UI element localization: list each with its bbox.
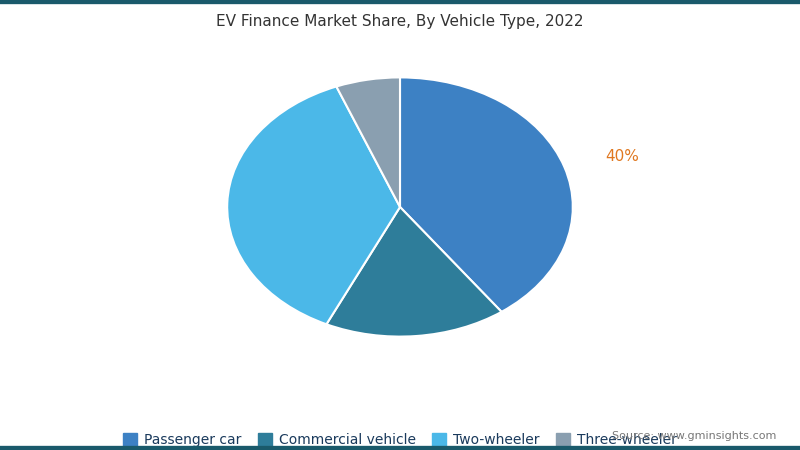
Wedge shape <box>336 77 400 207</box>
Text: 40%: 40% <box>606 149 639 164</box>
Legend: Passenger car, Commercial vehicle, Two-wheeler, Three-wheeler: Passenger car, Commercial vehicle, Two-w… <box>118 428 682 450</box>
Wedge shape <box>400 77 573 312</box>
Wedge shape <box>227 86 400 324</box>
Title: EV Finance Market Share, By Vehicle Type, 2022: EV Finance Market Share, By Vehicle Type… <box>216 14 584 28</box>
Text: Source: www.gminsights.com: Source: www.gminsights.com <box>612 431 776 441</box>
Wedge shape <box>326 207 502 337</box>
